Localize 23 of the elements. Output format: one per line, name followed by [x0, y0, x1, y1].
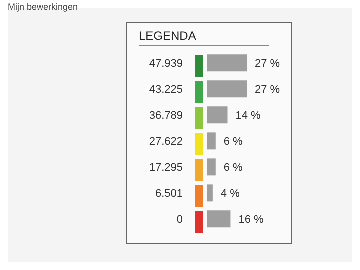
data-label: 6 %: [224, 162, 244, 174]
y-tick-label: 0: [176, 214, 183, 226]
bar: [207, 132, 216, 150]
data-label: 4 %: [220, 188, 240, 200]
bar: [207, 54, 247, 72]
y-tick-label: 47.939: [149, 58, 183, 70]
text: Mijn bewerkingen: [8, 2, 78, 12]
y-tick-label: 43.225: [149, 84, 183, 96]
data-label: 6 %: [224, 136, 244, 148]
y-tick-label: 36.789: [149, 110, 183, 122]
bar: [207, 158, 216, 176]
data-label: 14 %: [236, 110, 262, 122]
y-tick-label: 27.622: [149, 136, 183, 148]
bar: [207, 106, 228, 124]
data-label: 16 %: [238, 214, 264, 226]
y-tick-label: 6.501: [155, 188, 183, 200]
y-tick-label: 17.295: [149, 162, 183, 174]
data-label: 27 %: [255, 58, 280, 70]
chart-title: LEGENDA: [139, 29, 269, 46]
bar: [207, 80, 247, 98]
data-label: 27 %: [255, 84, 280, 96]
bar: [207, 184, 213, 202]
bar: [207, 210, 231, 228]
